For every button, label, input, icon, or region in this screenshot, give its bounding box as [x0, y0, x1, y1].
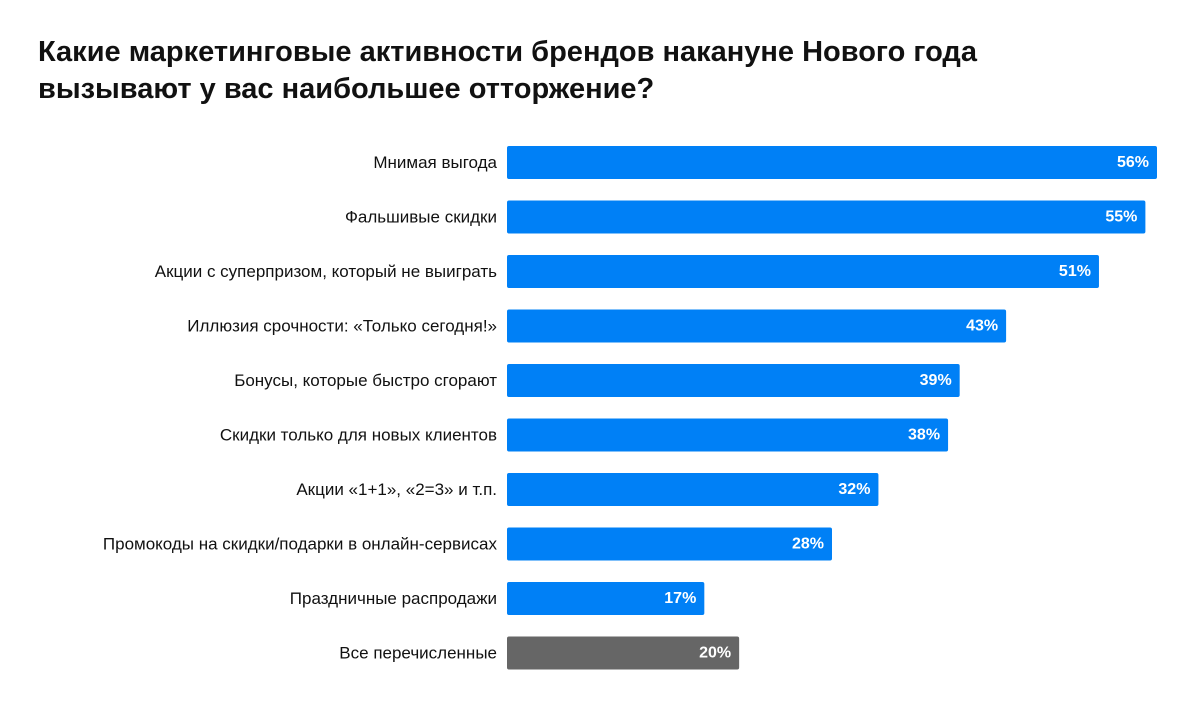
- chart-title-line-2: вызывают у вас наибольшее отторжение?: [38, 73, 655, 105]
- bar-row: Акции с суперпризом, который не выиграть…: [155, 255, 1099, 288]
- value-label: 32%: [838, 481, 870, 498]
- category-label: Иллюзия срочности: «Только сегодня!»: [187, 317, 497, 336]
- bar-row: Скидки только для новых клиентов 38%: [220, 418, 949, 452]
- category-label: Фальшивые скидки: [345, 208, 497, 227]
- bar: [507, 527, 832, 561]
- bar: [507, 255, 1099, 288]
- bar-row: Мнимая выгода 56%: [373, 146, 1157, 179]
- bar-row: Иллюзия срочности: «Только сегодня!» 43%: [187, 309, 1007, 343]
- value-label: 55%: [1105, 209, 1137, 226]
- category-label: Акции «1+1», «2=3» и т.п.: [296, 480, 497, 499]
- bar-row: Бонусы, которые быстро сгорают 39%: [234, 364, 960, 397]
- bar: [507, 146, 1157, 179]
- bar: [507, 200, 1146, 234]
- bar: [507, 418, 949, 452]
- value-label: 38%: [908, 427, 940, 444]
- bar-row: Фальшивые скидки 55%: [345, 200, 1146, 234]
- chart-title-line-1: Какие маркетинговые активности брендов н…: [38, 36, 977, 68]
- value-label: 39%: [920, 372, 952, 389]
- category-label: Праздничные распродажи: [290, 589, 497, 608]
- bar: [507, 582, 705, 615]
- category-label: Все перечисленные: [339, 644, 497, 663]
- value-label: 20%: [699, 645, 731, 662]
- bar-row: Все перечисленные 20%: [339, 636, 740, 670]
- value-label: 17%: [664, 590, 696, 607]
- value-label: 51%: [1059, 263, 1091, 280]
- bar-row: Праздничные распродажи 17%: [290, 582, 705, 615]
- category-label: Бонусы, которые быстро сгорают: [234, 371, 497, 390]
- bar: [507, 473, 879, 506]
- value-label: 56%: [1117, 154, 1149, 171]
- value-label: 43%: [966, 318, 998, 335]
- bar: [507, 636, 740, 670]
- value-label: 28%: [792, 536, 824, 553]
- category-label: Мнимая выгода: [373, 153, 497, 172]
- bar-row: Промокоды на скидки/подарки в онлайн-сер…: [103, 527, 832, 561]
- bar: [507, 364, 960, 397]
- category-label: Промокоды на скидки/подарки в онлайн-сер…: [103, 535, 498, 554]
- category-label: Скидки только для новых клиентов: [220, 426, 497, 445]
- bar-row: Акции «1+1», «2=3» и т.п. 32%: [296, 473, 879, 506]
- chart-title: Какие маркетинговые активности брендов н…: [38, 34, 1158, 108]
- category-label: Акции с суперпризом, который не выиграть: [155, 262, 497, 281]
- bar: [507, 309, 1007, 343]
